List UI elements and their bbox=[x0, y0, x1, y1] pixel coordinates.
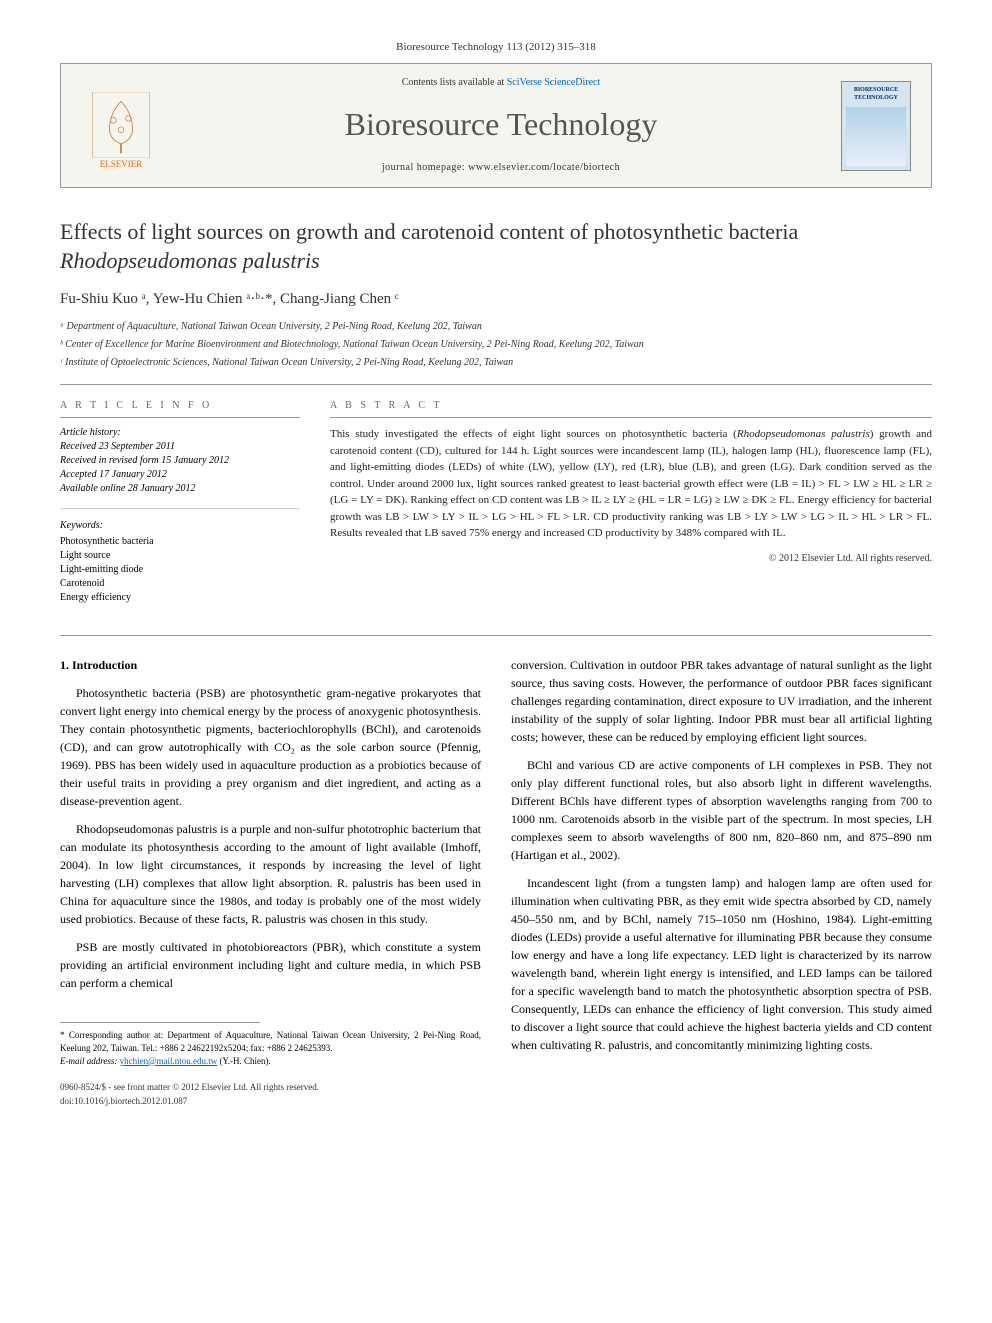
footnote-divider bbox=[60, 1022, 260, 1023]
email-label: E-mail address: bbox=[60, 1056, 120, 1066]
divider bbox=[60, 384, 932, 385]
doi-line: doi:10.1016/j.biortech.2012.01.087 bbox=[60, 1095, 481, 1109]
article-info-heading: A R T I C L E I N F O bbox=[60, 399, 300, 418]
affiliation-a: ᵃ Department of Aquaculture, National Ta… bbox=[60, 320, 932, 334]
intro-para-6: Incandescent light (from a tungsten lamp… bbox=[511, 874, 932, 1054]
keyword-item: Energy efficiency bbox=[60, 591, 300, 605]
homepage-url[interactable]: www.elsevier.com/locate/biortech bbox=[468, 162, 620, 173]
divider-2 bbox=[60, 635, 932, 636]
section-1-heading: 1. Introduction bbox=[60, 656, 481, 674]
abstract-column: A B S T R A C T This study investigated … bbox=[330, 399, 932, 605]
affiliation-c: ᶜ Institute of Optoelectronic Sciences, … bbox=[60, 356, 932, 370]
journal-header-box: ELSEVIER Contents lists available at Sci… bbox=[60, 63, 932, 188]
footer-block: 0960-8524/$ - see front matter © 2012 El… bbox=[60, 1081, 481, 1108]
history-revised: Received in revised form 15 January 2012 bbox=[60, 454, 300, 468]
homepage-label: journal homepage: bbox=[382, 162, 468, 173]
abstract-seg-2: ) growth and carotenoid content (CD), cu… bbox=[330, 428, 932, 539]
cover-title: BIORESOURCE TECHNOLOGY bbox=[846, 86, 906, 103]
body-right-column: conversion. Cultivation in outdoor PBR t… bbox=[511, 656, 932, 1108]
abstract-heading: A B S T R A C T bbox=[330, 399, 932, 418]
keywords-block: Keywords: Photosynthetic bacteria Light … bbox=[60, 519, 300, 605]
email-link[interactable]: yhchien@mail.ntou.edu.tw bbox=[120, 1056, 218, 1066]
email-suffix: (Y.-H. Chien). bbox=[217, 1056, 271, 1066]
sciencedirect-link[interactable]: SciVerse ScienceDirect bbox=[507, 77, 601, 88]
abstract-seg-0: This study investigated the effects of e… bbox=[330, 428, 737, 440]
affiliation-b: ᵇ Center of Excellence for Marine Bioenv… bbox=[60, 338, 932, 352]
authors-line: Fu-Shiu Kuo ᵃ, Yew-Hu Chien ᵃ·ᵇ·*, Chang… bbox=[60, 289, 932, 310]
article-history: Article history: Received 23 September 2… bbox=[60, 426, 300, 496]
abstract-text: This study investigated the effects of e… bbox=[330, 426, 932, 542]
title-text: Effects of light sources on growth and c… bbox=[60, 219, 798, 244]
copyright-line: © 2012 Elsevier Ltd. All rights reserved… bbox=[330, 552, 932, 566]
history-online: Available online 28 January 2012 bbox=[60, 482, 300, 496]
citation-header: Bioresource Technology 113 (2012) 315–31… bbox=[60, 40, 932, 55]
intro-para-5: BChl and various CD are active component… bbox=[511, 756, 932, 864]
corresponding-author-note: * Corresponding author at: Department of… bbox=[60, 1029, 481, 1054]
history-received: Received 23 September 2011 bbox=[60, 440, 300, 454]
journal-cover-thumb: BIORESOURCE TECHNOLOGY bbox=[841, 81, 911, 171]
keyword-item: Light-emitting diode bbox=[60, 563, 300, 577]
article-info-column: A R T I C L E I N F O Article history: R… bbox=[60, 399, 300, 605]
contents-prefix: Contents lists available at bbox=[402, 77, 507, 88]
journal-title: Bioresource Technology bbox=[161, 102, 841, 147]
publisher-name: ELSEVIER bbox=[100, 158, 143, 171]
issn-line: 0960-8524/$ - see front matter © 2012 El… bbox=[60, 1081, 481, 1095]
elsevier-tree-icon bbox=[91, 92, 151, 158]
body-columns: 1. Introduction Photosynthetic bacteria … bbox=[60, 656, 932, 1108]
keyword-item: Carotenoid bbox=[60, 577, 300, 591]
intro-para-1: Photosynthetic bacteria (PSB) are photos… bbox=[60, 684, 481, 810]
abstract-species-italic: Rhodopseudomonas palustris bbox=[737, 428, 870, 440]
cover-image-placeholder bbox=[846, 107, 906, 166]
keyword-item: Photosynthetic bacteria bbox=[60, 535, 300, 549]
info-divider bbox=[60, 508, 300, 509]
info-abstract-row: A R T I C L E I N F O Article history: R… bbox=[60, 399, 932, 605]
body-left-column: 1. Introduction Photosynthetic bacteria … bbox=[60, 656, 481, 1108]
intro-para-2: Rhodopseudomonas palustris is a purple a… bbox=[60, 820, 481, 928]
history-label: Article history: bbox=[60, 426, 300, 440]
article-title: Effects of light sources on growth and c… bbox=[60, 218, 932, 275]
intro-para-4: conversion. Cultivation in outdoor PBR t… bbox=[511, 656, 932, 746]
journal-homepage: journal homepage: www.elsevier.com/locat… bbox=[161, 161, 841, 175]
email-line: E-mail address: yhchien@mail.ntou.edu.tw… bbox=[60, 1055, 481, 1068]
title-species-italic: Rhodopseudomonas palustris bbox=[60, 248, 320, 273]
history-accepted: Accepted 17 January 2012 bbox=[60, 468, 300, 482]
intro-para-3: PSB are mostly cultivated in photobiorea… bbox=[60, 938, 481, 992]
contents-line: Contents lists available at SciVerse Sci… bbox=[161, 76, 841, 90]
footnotes: * Corresponding author at: Department of… bbox=[60, 1029, 481, 1067]
header-center: Contents lists available at SciVerse Sci… bbox=[161, 76, 841, 175]
keyword-item: Light source bbox=[60, 549, 300, 563]
keywords-label: Keywords: bbox=[60, 519, 300, 533]
publisher-logo: ELSEVIER bbox=[81, 81, 161, 171]
